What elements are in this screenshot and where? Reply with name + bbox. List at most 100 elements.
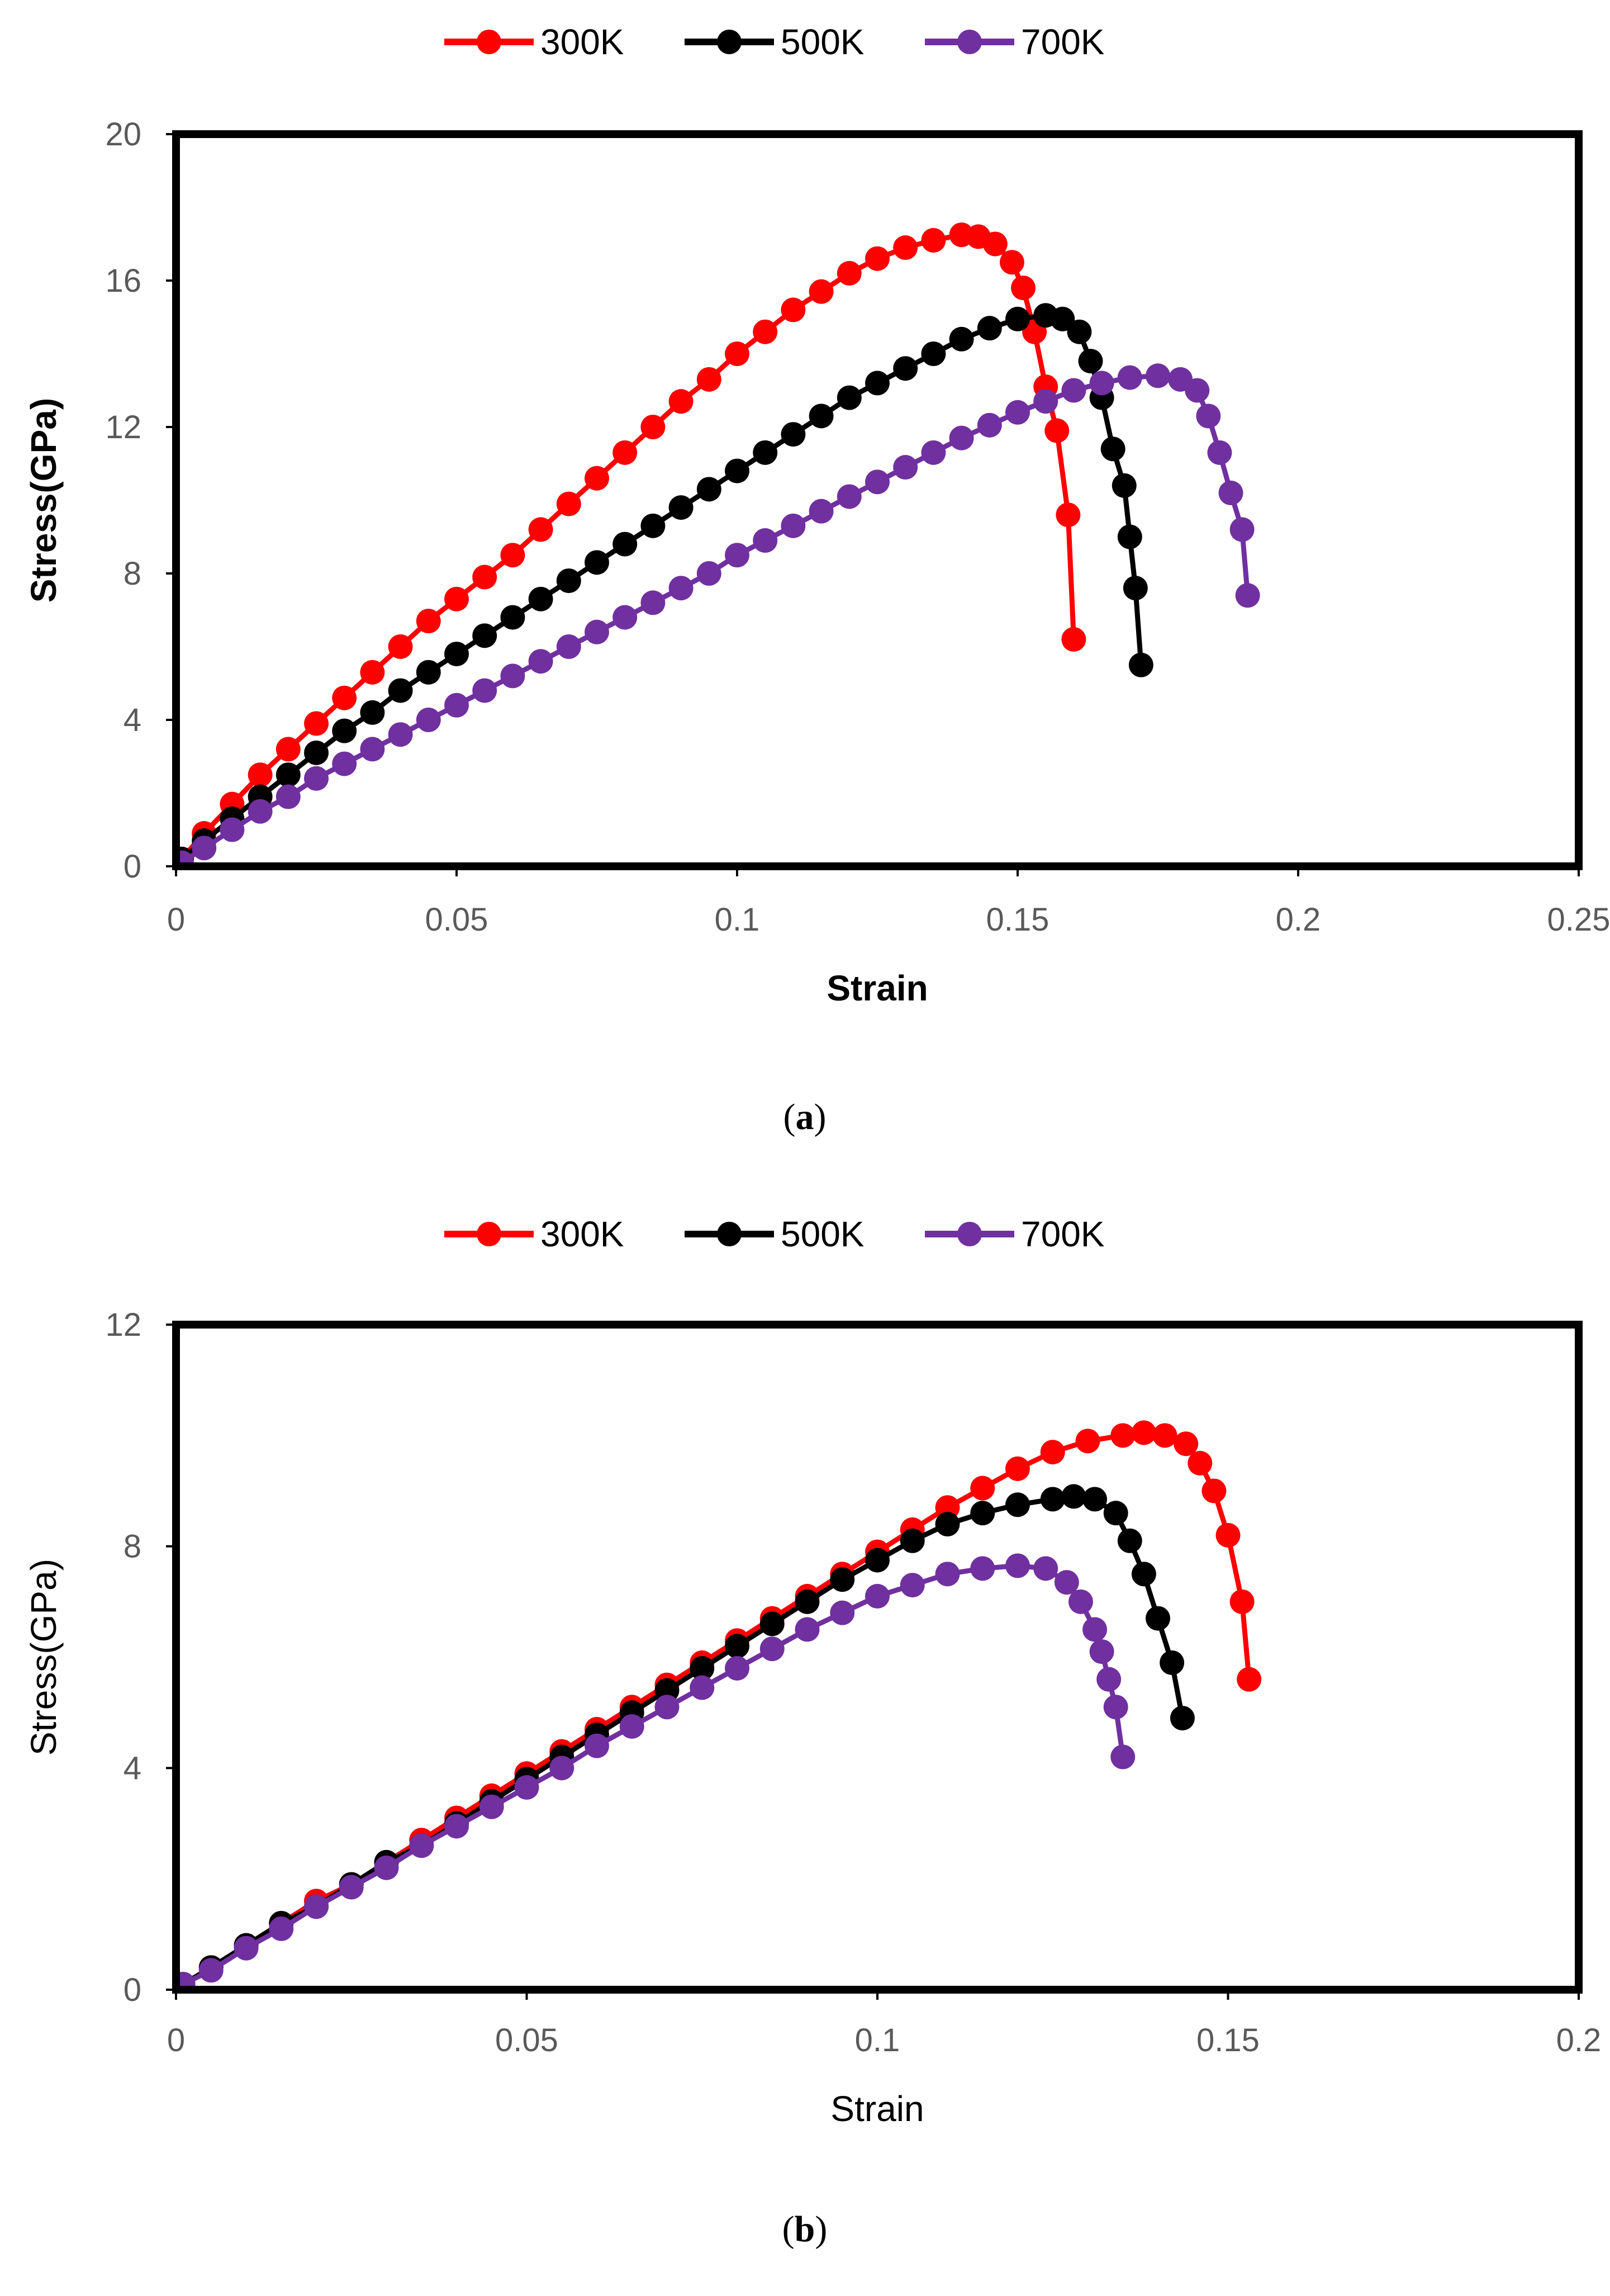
data-point-700K [753, 528, 778, 553]
data-point-300K [612, 440, 638, 465]
data-point-500K [1005, 306, 1030, 331]
data-point-500K [696, 477, 721, 502]
data-point-700K [654, 1695, 680, 1720]
data-point-300K [332, 685, 357, 710]
data-point-700K [304, 1894, 329, 1919]
data-point-700K [949, 425, 974, 450]
data-point-700K [1110, 1744, 1136, 1770]
legend-item-500K: 500K [685, 22, 864, 62]
data-point-300K [1174, 1431, 1199, 1457]
series-line-300K [182, 1430, 1252, 1986]
series-300K [176, 222, 1086, 866]
data-point-500K [900, 1528, 925, 1553]
data-point-700K [360, 737, 385, 762]
data-point-500K [1100, 437, 1125, 462]
data-point-300K [276, 737, 301, 762]
data-point-500K [1040, 1487, 1065, 1512]
caption-close-paren: ) [815, 2209, 827, 2250]
data-point-700K [619, 1714, 644, 1739]
data-point-700K [1005, 400, 1030, 425]
x-tick-label: 0.05 [425, 902, 488, 938]
legend-item-700K: 700K [925, 1214, 1104, 1254]
data-point-500K [753, 440, 778, 465]
data-point-700K [640, 590, 666, 615]
data-point-700K [198, 1958, 224, 1983]
data-point-500K [1050, 306, 1075, 331]
data-point-500K [949, 326, 974, 352]
data-point-700K [830, 1600, 855, 1625]
data-point-700K [893, 455, 918, 480]
data-point-500K [1005, 1492, 1030, 1517]
data-point-500K [1170, 1706, 1195, 1731]
series-700K [176, 363, 1260, 866]
data-point-500K [1078, 349, 1103, 374]
data-point-300K [865, 246, 890, 271]
data-point-700K [759, 1636, 785, 1662]
data-point-700K [1089, 371, 1114, 396]
data-point-700K [549, 1756, 574, 1781]
data-point-300K [248, 762, 273, 788]
x-tick-label: 0.1 [715, 902, 760, 938]
data-point-300K [585, 466, 609, 491]
data-point-700K [900, 1573, 925, 1598]
data-point-700K [865, 1583, 890, 1609]
y-axis-title: Stress(GPa) [23, 1559, 64, 1756]
data-point-700K [176, 850, 194, 866]
data-point-300K [1011, 276, 1036, 301]
data-point-700K [332, 751, 357, 776]
legend-item-500K: 500K [685, 1214, 864, 1254]
data-point-300K [500, 543, 525, 568]
data-point-300K [360, 660, 385, 685]
y-tick-label: 12 [105, 1307, 141, 1343]
data-point-300K [444, 586, 469, 611]
data-point-300K [837, 260, 862, 286]
series-line-500K [182, 1493, 1185, 1986]
data-point-300K [1110, 1423, 1136, 1448]
data-point-300K [668, 389, 694, 414]
y-tick-label: 8 [124, 556, 141, 592]
data-point-500K [725, 1634, 749, 1659]
data-point-700K [1229, 517, 1255, 542]
data-point-300K [696, 367, 721, 392]
data-point-500K [865, 1548, 890, 1573]
data-point-700K [269, 1916, 294, 1941]
data-point-700K [409, 1833, 434, 1858]
data-point-500K [759, 1611, 785, 1636]
data-point-700K [970, 1556, 995, 1581]
y-tick-label: 20 [105, 116, 141, 153]
plot-border [172, 130, 1583, 870]
x-tick-label: 0 [167, 902, 185, 938]
data-point-500K [472, 623, 497, 648]
data-point-300K [725, 341, 749, 366]
series-line-700K [182, 1563, 1125, 1987]
data-point-500K [1131, 1562, 1156, 1587]
data-point-500K [1117, 1528, 1142, 1553]
data-point-300K [970, 1476, 995, 1501]
data-point-700K [1005, 1553, 1030, 1578]
data-point-500K [725, 458, 749, 483]
data-point-700K [1103, 1695, 1128, 1720]
data-point-700K [921, 440, 946, 465]
x-tick-label: 0.05 [495, 2022, 558, 2058]
data-point-300K [1237, 1667, 1262, 1692]
data-point-500K [1067, 319, 1092, 344]
data-point-500K [332, 718, 357, 743]
data-point-500K [1112, 473, 1137, 498]
legend-marker-300K [477, 30, 501, 54]
panel-caption: (b) [782, 2209, 828, 2250]
data-point-300K [1152, 1423, 1177, 1448]
data-point-700K [725, 543, 749, 568]
data-point-700K [339, 1875, 364, 1900]
data-point-300K [1215, 1522, 1241, 1548]
y-tick-label: 12 [105, 409, 141, 445]
data-point-500K [865, 371, 890, 396]
data-point-700K [276, 784, 301, 809]
data-point-300K [781, 297, 806, 322]
data-point-500K [276, 762, 301, 788]
x-tick-label: 0.2 [1276, 902, 1321, 938]
data-point-700K [585, 619, 609, 644]
chart-panel-b: 300K 500K 700K 0 0.05 0.1 0.15 0.2 0 4 8 12 Strain St… [23, 1214, 1601, 2250]
data-point-700K [514, 1775, 539, 1800]
chart-panel-a: 300K 500K 700K 0 0.05 0.1 0.15 0.2 0.25 0 4 8 12 16 20… [23, 22, 1610, 1137]
caption-close-paren: ) [814, 1097, 827, 1137]
